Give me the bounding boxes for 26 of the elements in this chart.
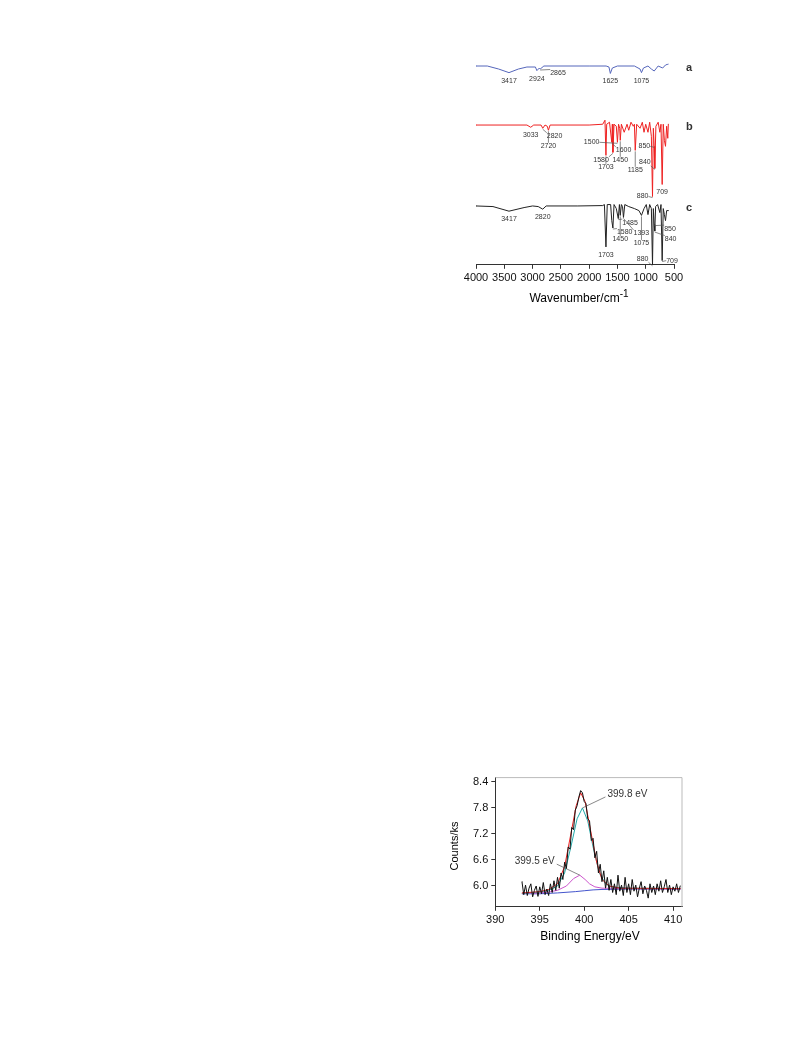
y-tick-label: 7.8 xyxy=(472,800,489,813)
series-label: b xyxy=(686,120,693,133)
annotation: 399.5 eV xyxy=(514,854,556,866)
x-tick-label: 390 xyxy=(486,913,505,926)
series-label: c xyxy=(686,201,693,213)
x-tick-label: 1500 xyxy=(605,271,630,284)
x-tick-label: 500 xyxy=(664,271,684,284)
x-tick-label: 400 xyxy=(575,913,594,926)
x-tick-label: 410 xyxy=(663,913,683,926)
x-tick-label: 3500 xyxy=(492,271,517,284)
x-axis-title: Binding Energy/eV xyxy=(539,929,641,943)
y-axis-title: Counts/ks xyxy=(448,820,460,873)
y-tick-label: 6.0 xyxy=(472,879,489,892)
x-tick-label: 4000 xyxy=(463,271,489,284)
y-tick-label: 8.4 xyxy=(472,774,489,787)
x-tick-label: 3000 xyxy=(520,271,545,284)
x-tick-label: 1000 xyxy=(633,271,658,284)
y-tick-label: 6.6 xyxy=(472,853,489,866)
x-tick-label: 405 xyxy=(619,913,638,926)
y-tick-label: 7.2 xyxy=(472,826,489,839)
x-axis-title: Wavenumber/cm$^{-1}$ xyxy=(528,288,630,305)
x-tick-label: 2500 xyxy=(548,271,574,284)
x-tick-label: 395 xyxy=(530,913,549,926)
series-label: a xyxy=(686,61,693,74)
x-tick-label: 2000 xyxy=(576,271,602,284)
annotation: 399.8 eV xyxy=(607,787,648,799)
